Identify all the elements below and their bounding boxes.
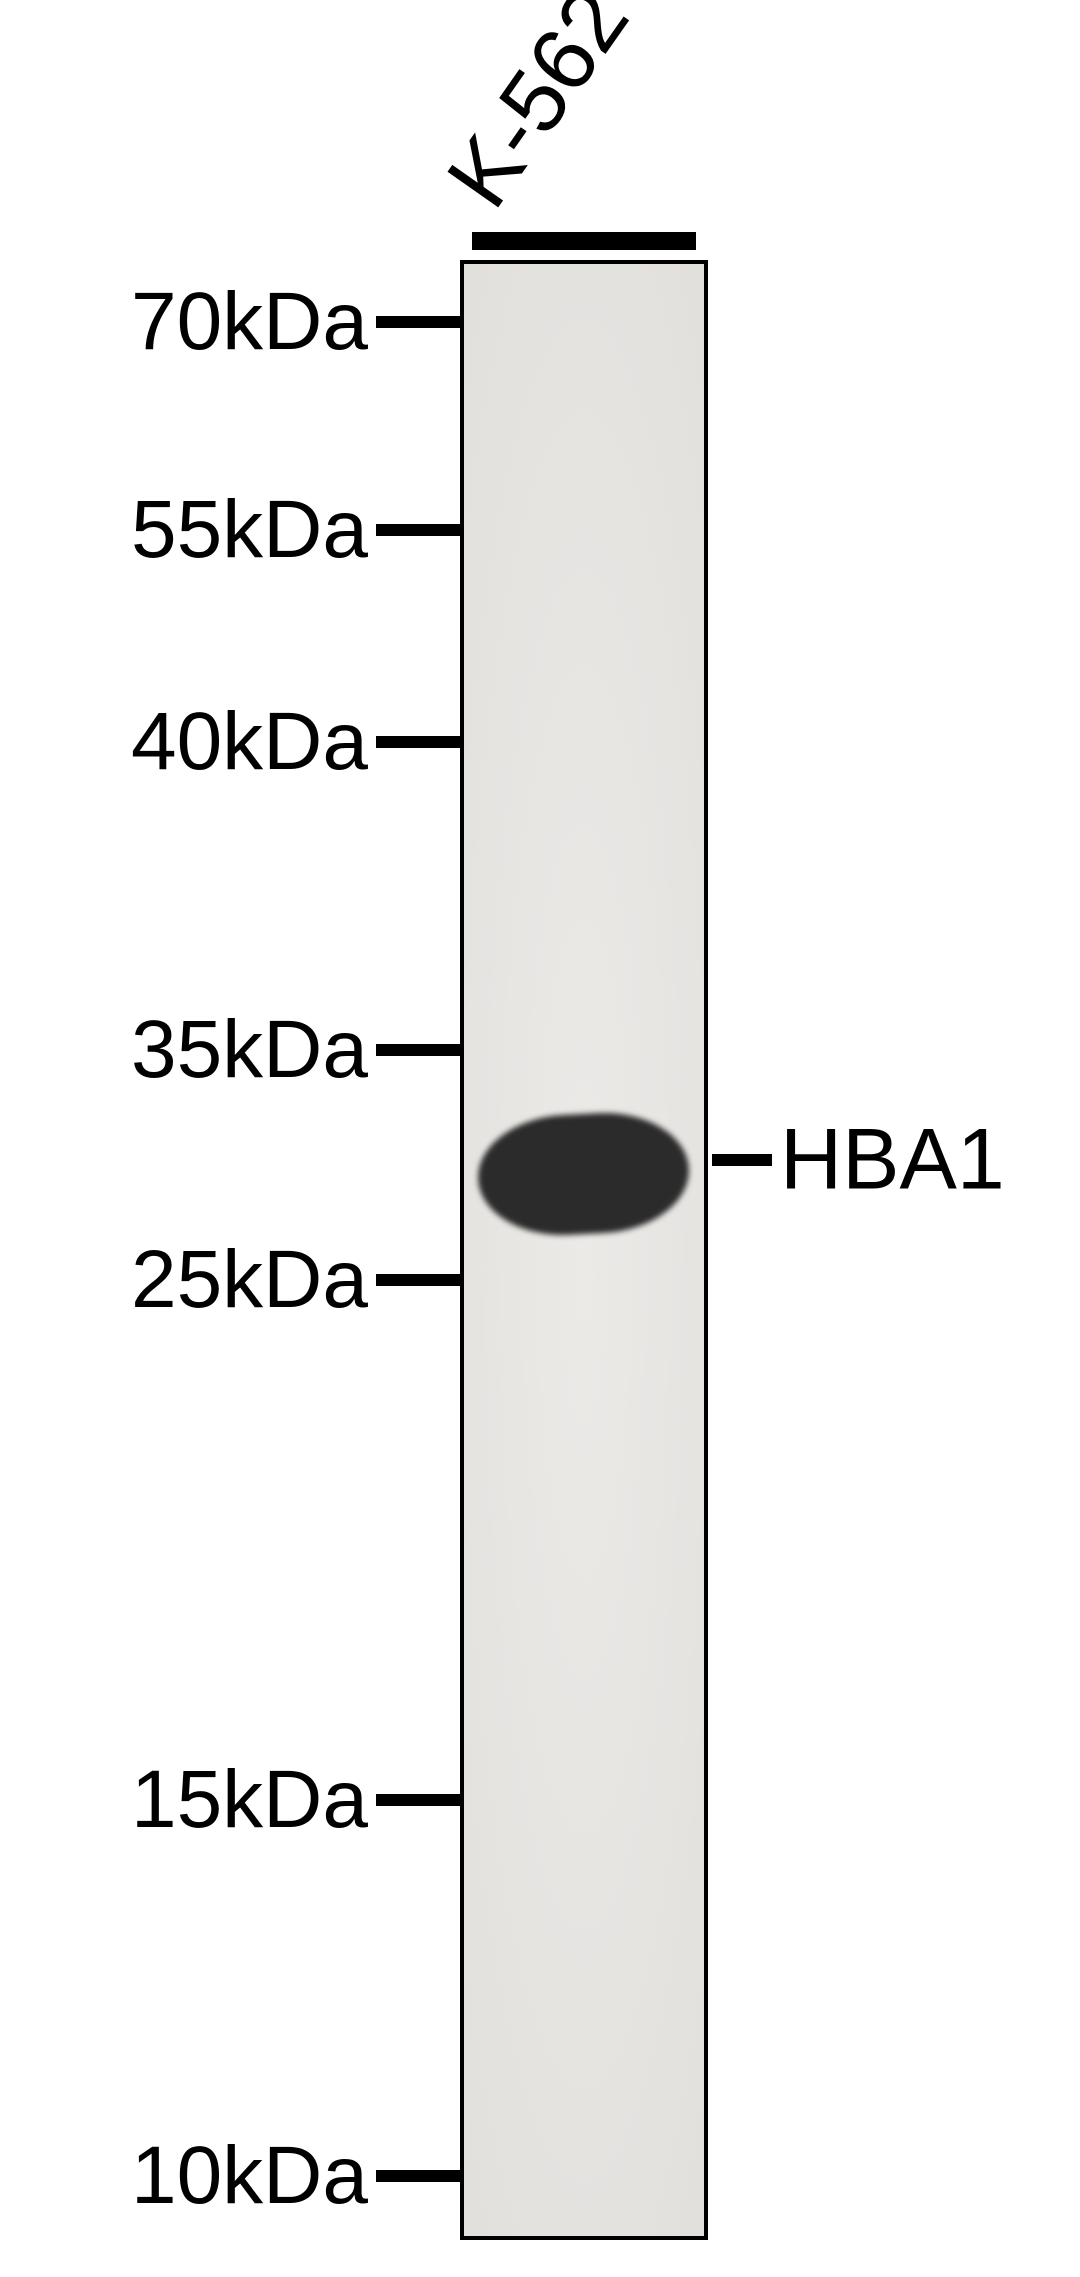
mw-tick [376,2170,460,2182]
lane-background [464,264,704,2236]
mw-label: 70kDa [131,275,368,369]
mw-tick [376,1794,460,1806]
right-label-tick [712,1154,772,1166]
mw-label: 40kDa [131,695,368,789]
mw-tick [376,316,460,328]
protein-name-label: HBA1 [780,1111,1005,1210]
mw-label: 55kDa [131,483,368,577]
mw-tick [376,736,460,748]
mw-tick [376,1274,460,1286]
mw-label: 15kDa [131,1753,368,1847]
mw-label: 25kDa [131,1233,368,1327]
mw-tick [376,1044,460,1056]
mw-label: 35kDa [131,1003,368,1097]
sample-underline [472,232,696,250]
mw-tick [376,524,460,536]
sample-label: K-562 [428,0,650,226]
western-blot-figure: K-562 70kDa 55kDa 40kDa 35kDa 25kDa 15kDa 10kD… [0,0,1080,2277]
mw-label: 10kDa [131,2129,368,2223]
blot-lane [460,260,708,2240]
